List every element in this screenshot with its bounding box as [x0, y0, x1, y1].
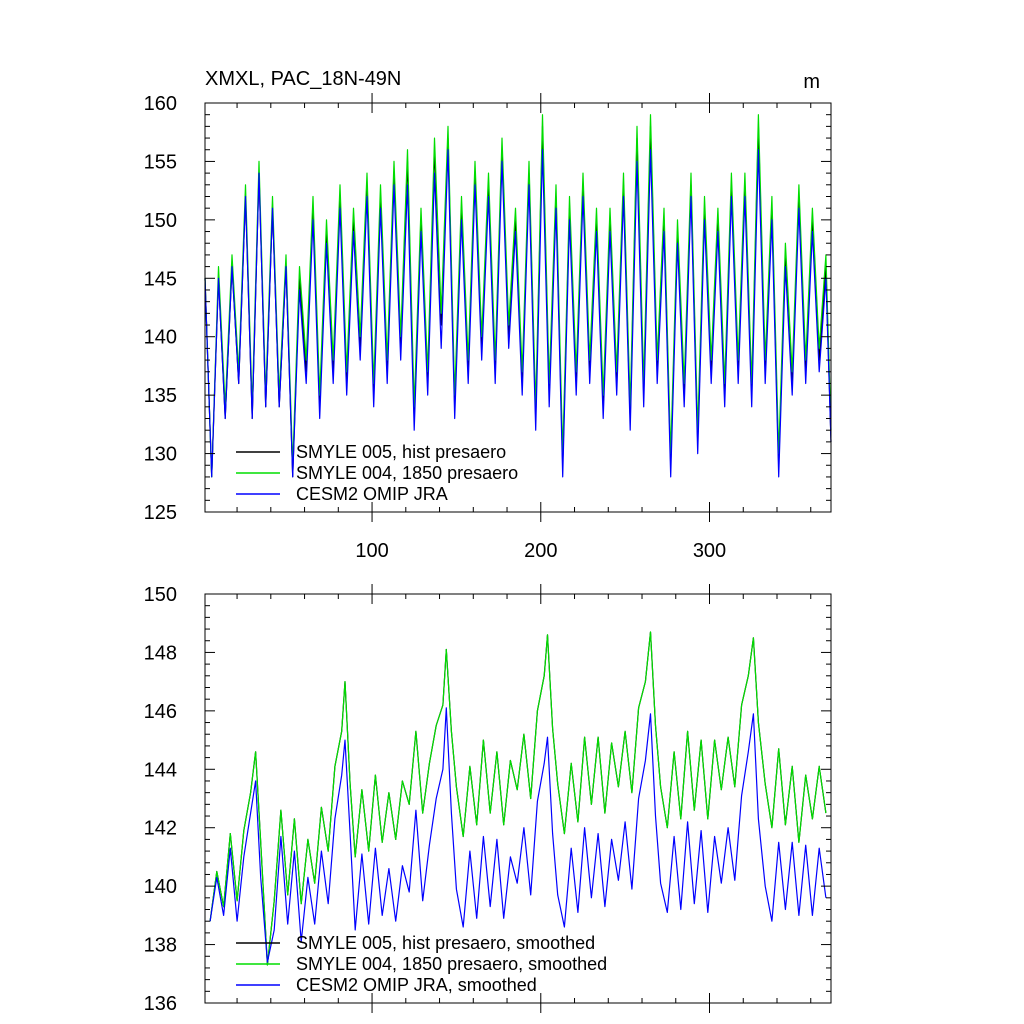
x-tick-label: 300 [693, 540, 726, 562]
y-tick-label: 150 [144, 584, 177, 606]
y-tick-label: 146 [144, 701, 177, 723]
top-panel-series [204, 114, 832, 478]
y-tick-label: 138 [144, 935, 177, 957]
series-line-2 [204, 149, 832, 478]
y-tick-label: 140 [144, 876, 177, 898]
legend-label: SMYLE 004, 1850 presaero, smoothed [296, 954, 607, 974]
bottom-panel-legend: SMYLE 005, hist presaero, smoothedSMYLE … [236, 933, 607, 995]
y-tick-label: 142 [144, 818, 177, 840]
legend-label: SMYLE 005, hist presaero, smoothed [296, 933, 595, 953]
y-tick-label: 125 [144, 502, 177, 524]
y-tick-label: 140 [144, 327, 177, 349]
x-tick-label: 200 [524, 540, 557, 562]
series-line-1 [204, 114, 832, 478]
top-panel: XMXL, PAC_18N-49N m 125 130 135 140 145 150 15… [144, 68, 832, 562]
top-panel-units: m [803, 71, 820, 93]
bottom-panel-series [209, 631, 827, 966]
top-panel-frame [204, 102, 832, 513]
x-tick-label: 100 [355, 540, 388, 562]
y-tick-label: 130 [144, 444, 177, 466]
bottom-panel: 136 138 140 142 144 146 148 150 SMYLE 005, hist… [144, 584, 832, 1015]
y-tick-label: 144 [144, 759, 177, 781]
y-tick-label: 135 [144, 385, 177, 407]
top-panel-title: XMXL, PAC_18N-49N [205, 68, 401, 90]
y-tick-label: 148 [144, 642, 177, 664]
legend-label: CESM2 OMIP JRA [296, 484, 448, 504]
y-tick-label: 145 [144, 268, 177, 290]
legend-label: CESM2 OMIP JRA, smoothed [296, 975, 537, 995]
y-tick-label: 136 [144, 993, 177, 1015]
legend-label: SMYLE 004, 1850 presaero [296, 463, 518, 483]
legend-label: SMYLE 005, hist presaero [296, 442, 506, 462]
y-tick-label: 155 [144, 151, 177, 173]
y-tick-label: 150 [144, 210, 177, 232]
y-tick-label: 160 [144, 93, 177, 115]
bottom-panel-frame [204, 593, 832, 1004]
series-line-1 [209, 631, 827, 966]
series-line-2 [209, 707, 827, 963]
series-line-0 [209, 631, 827, 966]
